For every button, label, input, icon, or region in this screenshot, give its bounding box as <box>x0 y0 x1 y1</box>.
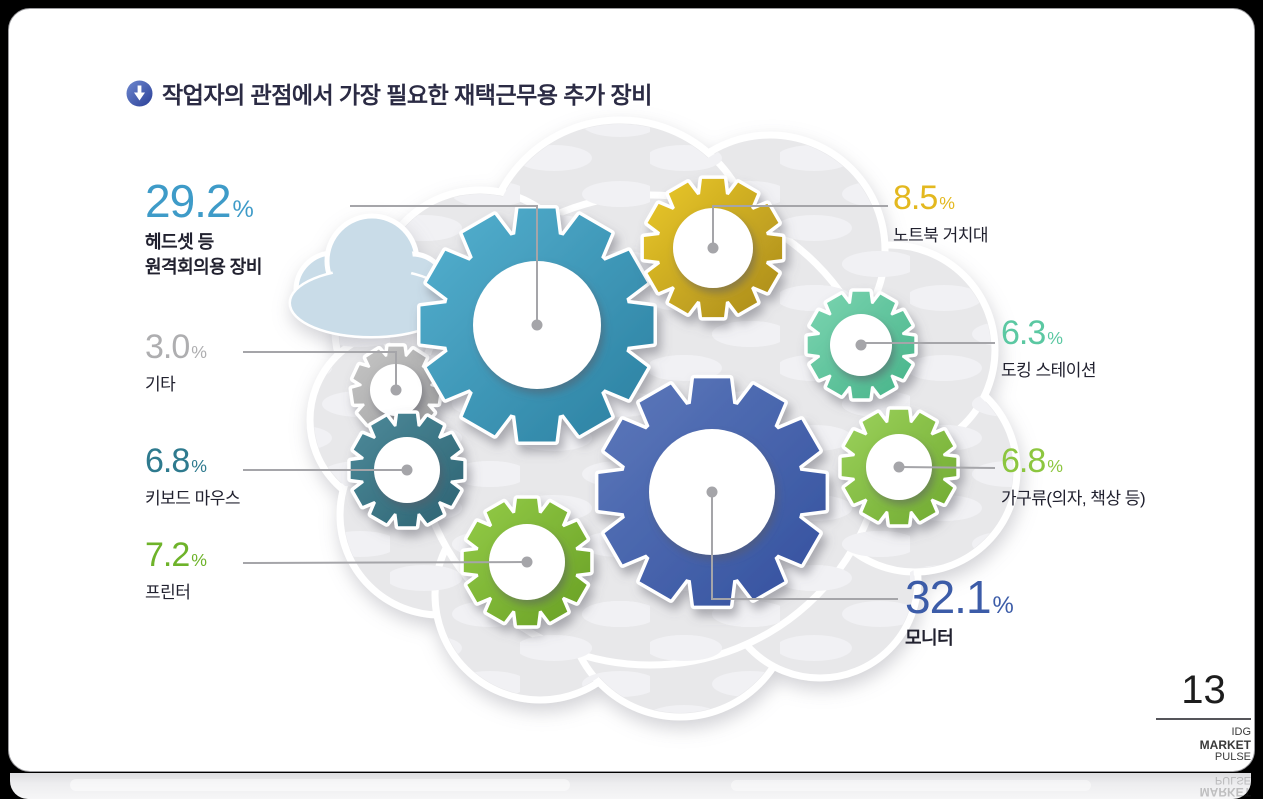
callout-laptop-stand: 8.5% 노트북 거치대 <box>893 179 989 246</box>
page-reflection <box>10 773 1251 799</box>
label-printer: 프린터 <box>145 583 191 602</box>
label-etc: 기타 <box>145 375 176 394</box>
value-monitor: 32.1% <box>905 571 1014 623</box>
value-printer: 7.2% <box>145 536 207 574</box>
page-title: 작업자의 관점에서 가장 필요한 재택근무용 추가 장비 <box>162 82 652 108</box>
callout-headset: 29.2% 헤드셋 등 원격회의용 장비 <box>145 178 262 280</box>
callout-printer: 7.2% 프린터 <box>145 536 207 603</box>
label-laptop-stand: 노트북 거치대 <box>893 226 989 245</box>
callout-monitor: 32.1% 모니터 <box>905 571 1014 651</box>
label-headset: 헤드셋 등 원격회의용 장비 <box>145 232 262 277</box>
value-headset: 29.2% <box>145 175 254 227</box>
brand-reflection: MARKET PULSE <box>1199 774 1251 799</box>
callout-etc: 3.0% 기타 <box>145 328 207 395</box>
brand-logo: IDG MARKET PULSE <box>1199 726 1251 763</box>
value-laptop-stand: 8.5% <box>893 179 955 217</box>
page-footer: 13 IDG MARKET PULSE <box>1156 668 1251 764</box>
value-docking-station: 6.3% <box>1001 314 1063 352</box>
small-cloud-icon <box>288 213 454 339</box>
label-keyboard-mouse: 키보드 마우스 <box>145 489 241 508</box>
page-number: 13 <box>1181 668 1226 712</box>
callout-keyboard-mouse: 6.8% 키보드 마우스 <box>145 442 241 509</box>
callout-docking-station: 6.3% 도킹 스테이션 <box>1001 314 1097 381</box>
footer-divider <box>1156 718 1251 720</box>
value-etc: 3.0% <box>145 328 207 366</box>
value-keyboard-mouse: 6.8% <box>145 442 207 480</box>
connector-lines <box>242 205 996 600</box>
value-furniture: 6.8% <box>1001 442 1063 480</box>
down-arrow-icon <box>126 80 153 106</box>
label-monitor: 모니터 <box>905 628 954 648</box>
label-docking-station: 도킹 스테이션 <box>1001 361 1097 380</box>
label-furniture: 가구류(의자, 책상 등) <box>1001 489 1146 508</box>
callout-furniture: 6.8% 가구류(의자, 책상 등) <box>1001 442 1146 509</box>
page-header: 작업자의 관점에서 가장 필요한 재택근무용 추가 장비 <box>126 76 652 110</box>
